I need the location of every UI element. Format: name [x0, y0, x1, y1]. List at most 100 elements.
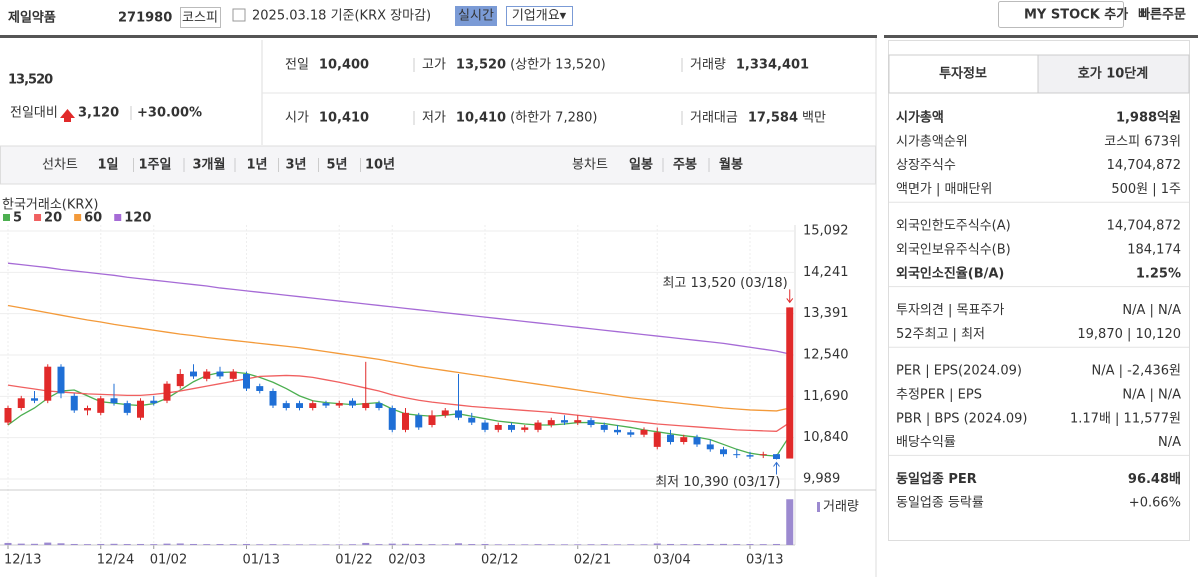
up-arrow [60, 109, 75, 122]
period-item[interactable]: 10년 [365, 158, 395, 173]
candle-item[interactable]: 주봉 [673, 158, 697, 173]
tab-label[interactable]: 호가 10단계 [1078, 66, 1148, 82]
candle-body [44, 366, 52, 401]
tab-label[interactable]: 투자정보 [939, 66, 987, 82]
period-item[interactable]: 5년 [326, 158, 347, 173]
price: 13,520 [8, 73, 53, 88]
info-value: 19,870 | 10,120 [1077, 327, 1181, 342]
volume-bar [123, 544, 131, 545]
x-tick-label: 03/04 [653, 553, 690, 568]
volume-bar [587, 544, 595, 545]
candle-body [468, 417, 476, 423]
volume-bar [574, 544, 582, 545]
volume-bar [428, 544, 436, 545]
candle-item[interactable]: 일봉 [629, 158, 653, 173]
volume-bar [402, 543, 409, 545]
volume-bar [137, 543, 144, 545]
mystock-button[interactable] [998, 1, 1124, 28]
quote-label: 저가 [422, 111, 446, 126]
volume-bar [534, 544, 542, 545]
period-item[interactable]: 1년 [246, 158, 267, 173]
candle-body [693, 437, 701, 445]
volume-bar [494, 544, 502, 545]
candle-body [31, 398, 38, 401]
volume-bar [455, 543, 462, 545]
chart-source: 한국거래소(KRX) [2, 198, 98, 213]
volume-bar [57, 543, 65, 545]
quote-extra: (하한가 7,280) [510, 111, 597, 126]
legend-label: 60 [84, 211, 102, 226]
volume-bar [4, 542, 12, 545]
candle-body [17, 398, 25, 408]
market-box [180, 7, 221, 28]
candle-body [349, 400, 356, 406]
candle-body [428, 415, 436, 426]
candle-body [84, 407, 91, 411]
x-tick-label: 01/02 [150, 553, 187, 568]
candle-body [137, 400, 144, 418]
candle-body [706, 444, 714, 450]
period-item[interactable]: 1주일 [139, 158, 172, 173]
volume-bar [521, 544, 529, 545]
candle-body [163, 383, 171, 401]
candle-body [521, 427, 529, 430]
period-item[interactable]: 1일 [97, 158, 118, 173]
candle-body [627, 432, 635, 435]
legend-swatch [74, 214, 82, 221]
x-tick-label: 01/13 [243, 553, 280, 568]
period-item[interactable]: 3개월 [193, 157, 226, 173]
candle-body [176, 373, 184, 387]
volume-bar [229, 544, 237, 545]
period-item[interactable]: 3년 [285, 158, 306, 173]
volume-legend [817, 502, 820, 512]
volume-bar [269, 544, 277, 545]
volume-bar [746, 544, 754, 545]
candle-body [773, 454, 780, 460]
info-label: 시가총액순위 [896, 134, 968, 149]
volume-bar [256, 544, 264, 545]
candle-item[interactable]: 월봉 [719, 157, 743, 173]
info-label: 배당수익률 [896, 435, 956, 450]
candle-body [481, 422, 489, 430]
volume-bar [614, 544, 621, 545]
x-tick-label: 03/13 [746, 553, 783, 568]
candle-body [494, 425, 502, 430]
info-value: +0.66% [1129, 496, 1181, 511]
y-tick-label: 15,092 [803, 224, 849, 239]
volume-bar [216, 544, 224, 545]
volume-bar [322, 544, 330, 545]
candle-body [600, 425, 608, 430]
realtime: 실시간 [458, 9, 494, 24]
volume-bar [163, 543, 171, 545]
y-tick-label: 9,989 [803, 472, 840, 487]
info-value: 14,704,872 [1107, 219, 1181, 234]
market: 코스피 [182, 11, 218, 26]
info-value: 184,174 [1127, 243, 1181, 258]
quote-label: 시가 [285, 111, 309, 126]
volume-bar [150, 544, 158, 545]
volume-bar [561, 544, 568, 545]
mystock[interactable]: MY STOCK 추가 [1024, 7, 1128, 23]
volume-bar [640, 544, 648, 545]
candle-body [746, 455, 754, 457]
volume-bar [415, 543, 423, 545]
quick-order[interactable]: 빠른주문 [1138, 7, 1186, 23]
overview-box[interactable] [506, 6, 573, 26]
candle-body [296, 403, 303, 408]
overview[interactable]: 기업개요▾ [512, 9, 567, 24]
x-tick-label: 12/13 [4, 553, 41, 568]
info-label: 동일업종 PER [896, 472, 977, 487]
tab[interactable] [1037, 54, 1190, 94]
info-label: 동일업종 등락률 [896, 496, 984, 511]
tab[interactable] [888, 54, 1039, 94]
volume-bar [190, 543, 197, 545]
quote-extra: (상한가 13,520) [510, 58, 606, 73]
candle-body [190, 371, 197, 377]
volume-bar [97, 543, 105, 545]
info-value: 1.25% [1136, 266, 1181, 281]
quote-value: 1,334,401 [736, 58, 809, 73]
y-tick-label: 10,840 [803, 430, 849, 445]
info-label: 추정PER | EPS [896, 388, 982, 403]
quote-label: 고가 [422, 58, 446, 73]
